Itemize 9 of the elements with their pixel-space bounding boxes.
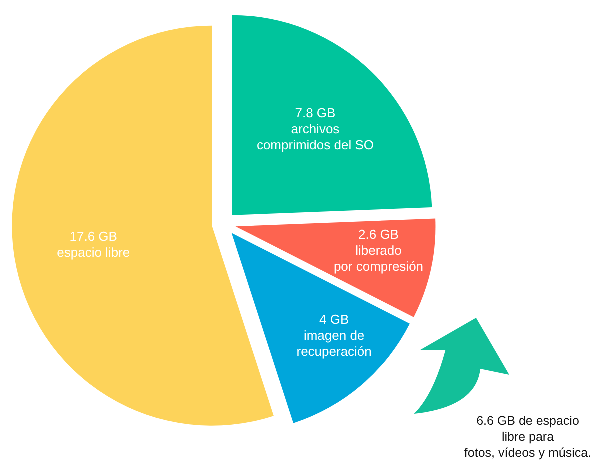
data-label: 17.6 GB	[70, 229, 118, 244]
text: 6.6 GB de espacio libre para fotos, vídeos y música.	[464, 414, 592, 460]
slice-label: espacio libre	[57, 245, 130, 260]
slice-label: liberado por compresión	[334, 242, 424, 274]
data-label: 4 GB	[320, 312, 350, 328]
slice-label: archivos comprimidos del SO	[256, 121, 374, 152]
data-label: 7.8 GB	[295, 105, 336, 120]
data-label: 2.6 GB	[358, 226, 399, 242]
slice-label: imagen de recuperación	[296, 328, 372, 360]
